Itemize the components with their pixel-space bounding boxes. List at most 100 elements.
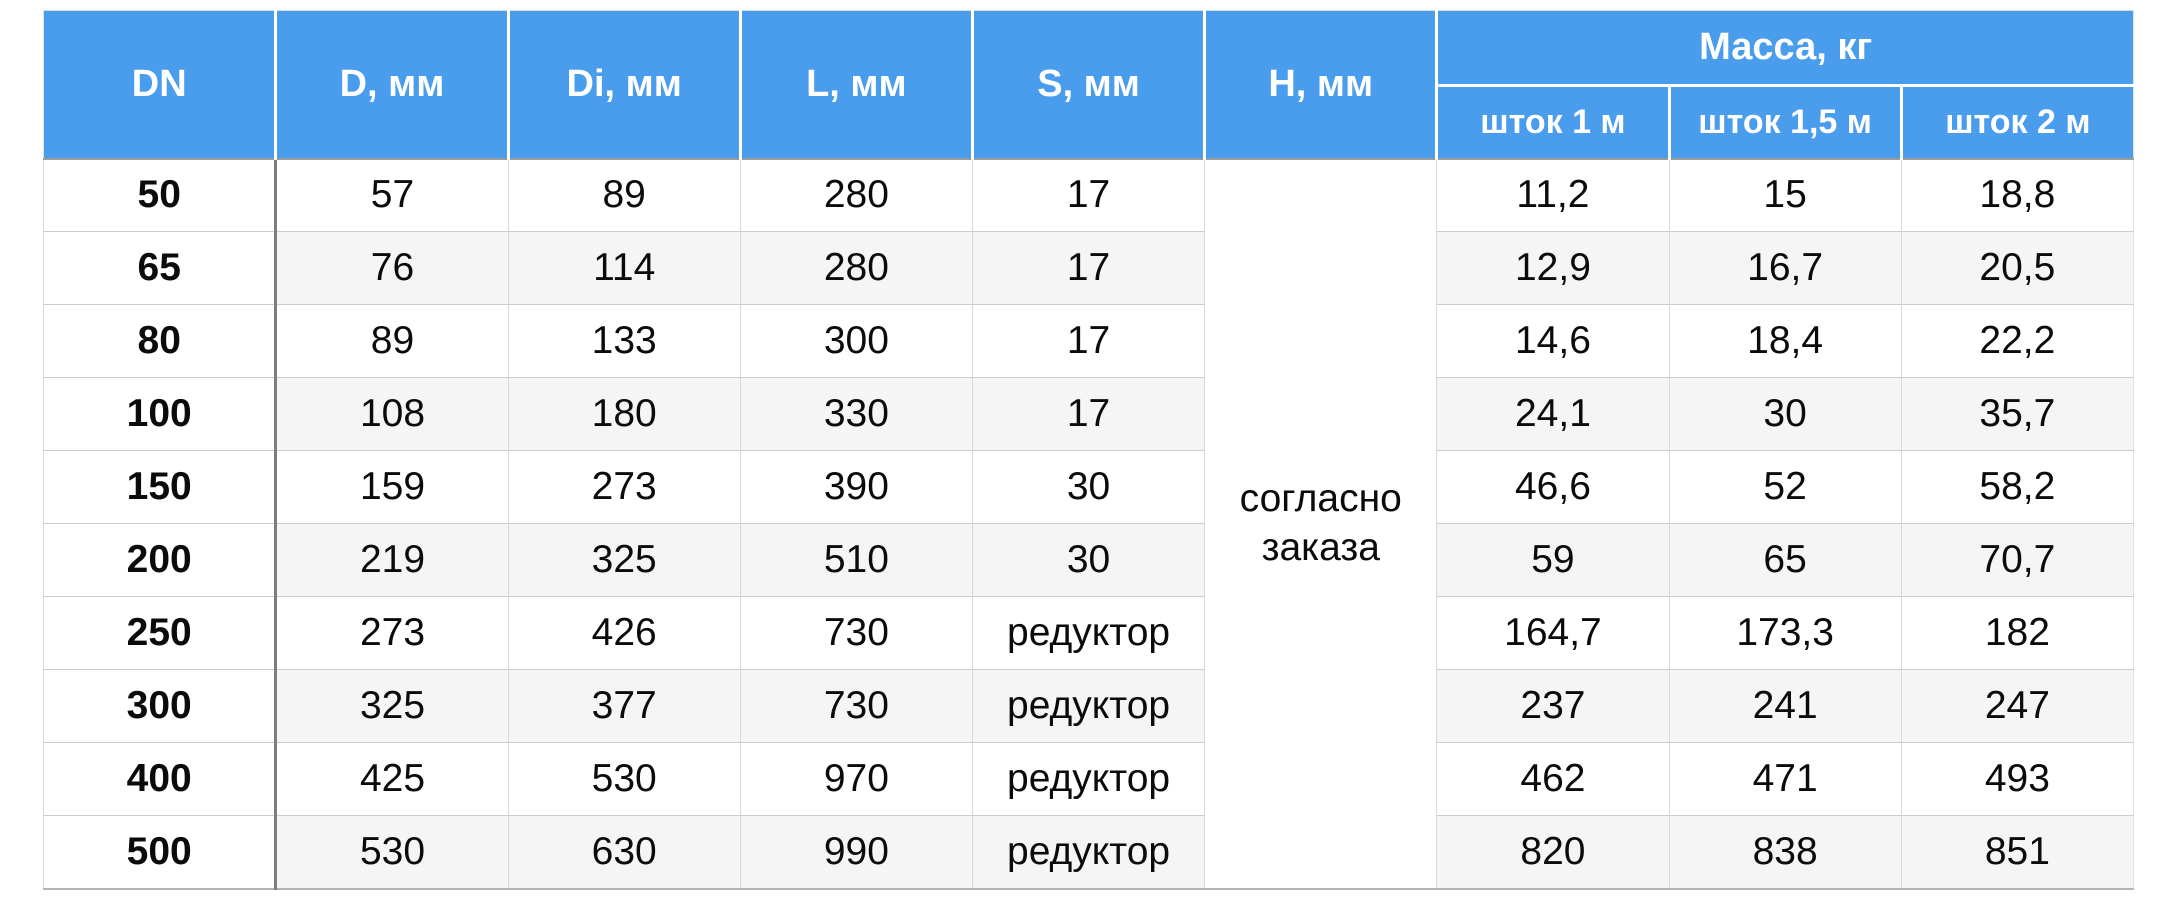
cell-di: 133 xyxy=(507,304,741,378)
cell-dn: 65 xyxy=(42,231,278,305)
cell-s: редуктор xyxy=(971,669,1205,743)
cell-s: редуктор xyxy=(971,815,1205,889)
cell-s: 30 xyxy=(971,523,1205,597)
cell-mass-1-5m: 173,3 xyxy=(1668,596,1902,670)
table-row-dn65: 65 76 114 280 17 12,9 16,7 20,5 xyxy=(42,231,2134,305)
cell-l: 970 xyxy=(739,742,973,816)
cell-s: редуктор xyxy=(971,596,1205,670)
header-di-mm: Di, мм xyxy=(506,10,741,160)
cell-di: 180 xyxy=(507,377,741,451)
cell-d: 89 xyxy=(275,304,509,378)
cell-s: редуктор xyxy=(971,742,1205,816)
cell-mass-1m: 12,9 xyxy=(1436,231,1670,305)
cell-s: 30 xyxy=(971,450,1205,524)
cell-d: 530 xyxy=(275,815,509,889)
cell-mass-1-5m: 241 xyxy=(1668,669,1902,743)
cell-di: 630 xyxy=(507,815,741,889)
cell-dn: 400 xyxy=(42,742,278,816)
cell-mass-1m: 24,1 xyxy=(1436,377,1670,451)
table-header: DN D, мм Di, мм L, мм S, мм H, мм Масса,… xyxy=(43,10,2134,160)
cell-di: 426 xyxy=(507,596,741,670)
cell-d: 325 xyxy=(275,669,509,743)
cell-mass-1-5m: 65 xyxy=(1668,523,1902,597)
table-row-dn50: 50 57 89 280 17 согласно заказа 11,2 15 … xyxy=(42,158,2134,889)
cell-l: 330 xyxy=(739,377,973,451)
table-row-dn500: 500 530 630 990 редуктор 820 838 851 xyxy=(42,815,2134,889)
cell-dn: 500 xyxy=(42,815,278,889)
cell-h-merged: согласно заказа xyxy=(1204,158,1438,889)
cell-di: 377 xyxy=(507,669,741,743)
cell-l: 390 xyxy=(739,450,973,524)
cell-mass-1m: 11,2 xyxy=(1436,158,1670,232)
header-d-mm: D, мм xyxy=(274,10,509,160)
header-dn: DN xyxy=(43,10,276,160)
cell-mass-1-5m: 16,7 xyxy=(1668,231,1902,305)
cell-mass-1-5m: 18,4 xyxy=(1668,304,1902,378)
header-shtok-2m: шток 2 м xyxy=(1899,84,2134,160)
cell-s: 17 xyxy=(971,158,1205,232)
cell-di: 325 xyxy=(507,523,741,597)
cell-mass-1m: 46,6 xyxy=(1436,450,1670,524)
cell-mass-2m: 70,7 xyxy=(1900,523,2134,597)
cell-mass-1-5m: 52 xyxy=(1668,450,1902,524)
cell-d: 425 xyxy=(275,742,509,816)
cell-mass-1-5m: 30 xyxy=(1668,377,1902,451)
table-row-dn400: 400 425 530 970 редуктор 462 471 493 xyxy=(42,742,2134,816)
cell-dn: 50 xyxy=(42,158,278,232)
cell-l: 280 xyxy=(739,158,973,232)
cell-mass-1m: 14,6 xyxy=(1436,304,1670,378)
cell-mass-1m: 237 xyxy=(1436,669,1670,743)
cell-mass-2m: 20,5 xyxy=(1900,231,2134,305)
table-row-dn250: 250 273 426 730 редуктор 164,7 173,3 182 xyxy=(42,596,2134,670)
cell-mass-1m: 462 xyxy=(1436,742,1670,816)
cell-mass-2m: 58,2 xyxy=(1900,450,2134,524)
cell-s: 17 xyxy=(971,377,1205,451)
cell-mass-2m: 851 xyxy=(1900,815,2134,889)
cell-dn: 250 xyxy=(42,596,278,670)
cell-d: 219 xyxy=(275,523,509,597)
cell-dn: 200 xyxy=(42,523,278,597)
cell-dn: 300 xyxy=(42,669,278,743)
cell-d: 273 xyxy=(275,596,509,670)
cell-d: 108 xyxy=(275,377,509,451)
cell-dn: 80 xyxy=(42,304,278,378)
table-row-dn200: 200 219 325 510 30 59 65 70,7 xyxy=(42,523,2134,597)
table-body: 50 57 89 280 17 согласно заказа 11,2 15 … xyxy=(42,158,2134,889)
table-row-dn300: 300 325 377 730 редуктор 237 241 247 xyxy=(42,669,2134,743)
cell-d: 57 xyxy=(275,158,509,232)
cell-mass-1m: 59 xyxy=(1436,523,1670,597)
cell-l: 730 xyxy=(739,669,973,743)
cell-mass-2m: 18,8 xyxy=(1900,158,2134,232)
cell-l: 510 xyxy=(739,523,973,597)
cell-mass-1m: 820 xyxy=(1436,815,1670,889)
cell-l: 990 xyxy=(739,815,973,889)
table-row-dn150: 150 159 273 390 30 46,6 52 58,2 xyxy=(42,450,2134,524)
cell-dn: 150 xyxy=(42,450,278,524)
cell-l: 280 xyxy=(739,231,973,305)
cell-mass-2m: 493 xyxy=(1900,742,2134,816)
cell-di: 273 xyxy=(507,450,741,524)
cell-mass-1-5m: 838 xyxy=(1668,815,1902,889)
spec-table-container: DN D, мм Di, мм L, мм S, мм H, мм Масса,… xyxy=(42,10,2134,890)
header-s-mm: S, мм xyxy=(970,10,1205,160)
header-l-mm: L, мм xyxy=(738,10,973,160)
cell-di: 530 xyxy=(507,742,741,816)
dimensions-mass-table: DN D, мм Di, мм L, мм S, мм H, мм Масса,… xyxy=(42,10,2134,890)
cell-di: 114 xyxy=(507,231,741,305)
header-row-sub: шток 1 м шток 1,5 м шток 2 м xyxy=(44,84,2134,160)
header-massa-group: Масса, кг xyxy=(1435,10,2134,87)
cell-mass-2m: 182 xyxy=(1900,596,2134,670)
table-row-dn100: 100 108 180 330 17 24,1 30 35,7 xyxy=(42,377,2134,451)
header-h-mm: H, мм xyxy=(1203,10,1437,160)
cell-mass-2m: 22,2 xyxy=(1900,304,2134,378)
header-shtok-1m: шток 1 м xyxy=(1435,84,1670,160)
table-row-dn80: 80 89 133 300 17 14,6 18,4 22,2 xyxy=(42,304,2134,378)
cell-mass-2m: 35,7 xyxy=(1900,377,2134,451)
cell-s: 17 xyxy=(971,231,1205,305)
cell-mass-2m: 247 xyxy=(1900,669,2134,743)
cell-d: 76 xyxy=(275,231,509,305)
cell-mass-1-5m: 471 xyxy=(1668,742,1902,816)
header-shtok-1-5m: шток 1,5 м xyxy=(1667,84,1902,160)
header-row-main: DN D, мм Di, мм L, мм S, мм H, мм Масса,… xyxy=(43,10,2134,160)
cell-mass-1-5m: 15 xyxy=(1668,158,1902,232)
